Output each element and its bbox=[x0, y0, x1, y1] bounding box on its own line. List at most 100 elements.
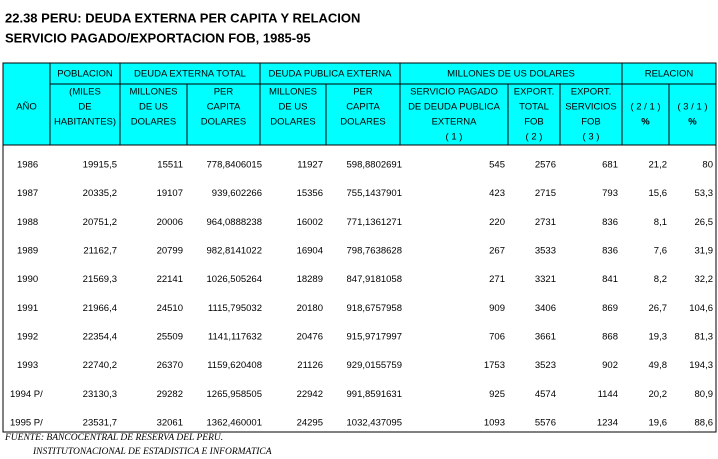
column-header: HABITANTES) bbox=[54, 117, 116, 128]
value-cell: 80,9 bbox=[695, 389, 714, 400]
value-cell: 1234 bbox=[597, 418, 618, 429]
column-header: PER bbox=[353, 87, 373, 98]
value-cell: 8,2 bbox=[654, 274, 667, 285]
value-cell: 88,6 bbox=[695, 418, 714, 429]
value-cell: 104,6 bbox=[689, 303, 713, 314]
column-header: CAPITA bbox=[346, 102, 380, 113]
value-cell: 21,2 bbox=[649, 160, 668, 171]
value-cell: 798,7638628 bbox=[347, 246, 402, 257]
value-cell: 20751,2 bbox=[83, 217, 117, 228]
value-cell: 25509 bbox=[157, 332, 183, 343]
column-header: FOB bbox=[524, 117, 544, 128]
value-cell: 7,6 bbox=[654, 246, 667, 257]
value-cell: 20,2 bbox=[649, 389, 668, 400]
value-cell: 23531,7 bbox=[83, 418, 117, 429]
header-group: DEUDA EXTERNA TOTAL bbox=[134, 69, 246, 80]
value-cell: 8,1 bbox=[654, 217, 667, 228]
value-cell: 18289 bbox=[297, 274, 323, 285]
value-cell: 4574 bbox=[535, 389, 556, 400]
value-cell: 3661 bbox=[535, 332, 556, 343]
column-header: ( 3 / 1 ) bbox=[677, 102, 707, 113]
column-header: DOLARES bbox=[131, 117, 176, 128]
title-line: 22.38 PERU: DEUDA EXTERNA PER CAPITA Y R… bbox=[5, 10, 360, 25]
value-cell: 20006 bbox=[157, 217, 183, 228]
value-cell: 23130,3 bbox=[83, 389, 117, 400]
year-cell: 1994 P/ bbox=[10, 389, 43, 400]
value-cell: 909 bbox=[489, 303, 505, 314]
value-cell: 21126 bbox=[297, 360, 323, 371]
value-cell: 20799 bbox=[157, 246, 183, 257]
column-header: ( 3 ) bbox=[583, 132, 600, 143]
value-cell: 20476 bbox=[297, 332, 323, 343]
value-cell: 964,0888238 bbox=[207, 217, 262, 228]
value-cell: 26,5 bbox=[695, 217, 714, 228]
value-cell: 49,8 bbox=[649, 360, 668, 371]
year-cell: 1988 bbox=[17, 217, 38, 228]
value-cell: 836 bbox=[602, 217, 618, 228]
column-header: FOB bbox=[581, 117, 601, 128]
year-cell: 1995 P/ bbox=[10, 418, 43, 429]
value-cell: 2715 bbox=[535, 188, 556, 199]
value-cell: 1362,460001 bbox=[207, 418, 262, 429]
value-cell: 3406 bbox=[535, 303, 556, 314]
value-cell: 220 bbox=[489, 217, 505, 228]
header-background bbox=[3, 63, 716, 145]
value-cell: 771,1361271 bbox=[347, 217, 402, 228]
column-header: ( 1 ) bbox=[446, 132, 463, 143]
value-cell: 80 bbox=[702, 160, 713, 171]
value-cell: 15511 bbox=[157, 160, 183, 171]
value-cell: 545 bbox=[489, 160, 505, 171]
value-cell: 19915,5 bbox=[83, 160, 117, 171]
value-cell: 1032,437095 bbox=[347, 418, 402, 429]
column-header: SERVICIO PAGADO bbox=[410, 87, 498, 98]
value-cell: 939,602266 bbox=[212, 188, 262, 199]
column-header: EXTERNA bbox=[432, 117, 478, 128]
column-header: DE US bbox=[139, 102, 168, 113]
year-cell: 1993 bbox=[17, 360, 38, 371]
value-cell: 22354,4 bbox=[83, 332, 117, 343]
value-cell: 32061 bbox=[157, 418, 183, 429]
column-header: AÑO bbox=[16, 102, 37, 113]
value-cell: 915,9717997 bbox=[347, 332, 402, 343]
value-cell: 3533 bbox=[535, 246, 556, 257]
column-header: DE DEUDA PUBLICA bbox=[408, 102, 501, 113]
value-cell: 21569,3 bbox=[83, 274, 117, 285]
title-line: SERVICIO PAGADO/EXPORTACION FOB, 1985-95 bbox=[5, 30, 311, 45]
value-cell: 53,3 bbox=[695, 188, 714, 199]
header-group: RELACION bbox=[645, 69, 694, 80]
header-group: MILLONES DE US DOLARES bbox=[447, 69, 575, 80]
value-cell: 267 bbox=[489, 246, 505, 257]
column-header: % bbox=[688, 117, 697, 128]
value-cell: 706 bbox=[489, 332, 505, 343]
footer-line: FUENTE: BANCOCENTRAL DE RESERVA DEL PERU… bbox=[4, 433, 223, 443]
value-cell: 755,1437901 bbox=[347, 188, 402, 199]
column-header: CAPITA bbox=[207, 102, 241, 113]
value-cell: 22740,2 bbox=[83, 360, 117, 371]
column-header: ( 2 / 1 ) bbox=[630, 102, 660, 113]
value-cell: 1026,505264 bbox=[207, 274, 262, 285]
value-cell: 26370 bbox=[157, 360, 183, 371]
header-group: DEUDA PUBLICA EXTERNA bbox=[268, 69, 392, 80]
value-cell: 868 bbox=[602, 332, 618, 343]
value-cell: 19107 bbox=[157, 188, 183, 199]
value-cell: 24295 bbox=[297, 418, 323, 429]
value-cell: 20335,2 bbox=[83, 188, 117, 199]
value-cell: 841 bbox=[602, 274, 618, 285]
column-header: ( 2 ) bbox=[526, 132, 543, 143]
value-cell: 81,3 bbox=[695, 332, 714, 343]
column-header: MILLONES bbox=[269, 87, 317, 98]
table-border bbox=[2, 62, 717, 433]
value-cell: 11927 bbox=[297, 160, 323, 171]
value-cell: 5576 bbox=[535, 418, 556, 429]
value-cell: 1093 bbox=[484, 418, 505, 429]
value-cell: 929,0155759 bbox=[347, 360, 402, 371]
value-cell: 1115,795032 bbox=[208, 303, 262, 314]
value-cell: 902 bbox=[602, 360, 618, 371]
value-cell: 194,3 bbox=[689, 360, 713, 371]
year-cell: 1989 bbox=[17, 246, 38, 257]
column-header: EXPORT. bbox=[514, 87, 554, 98]
column-header: SERVICIOS bbox=[565, 102, 617, 113]
footer-line: INSTITUTONACIONAL DE ESTADISTICA E INFOR… bbox=[32, 447, 272, 457]
column-header: DOLARES bbox=[201, 117, 246, 128]
